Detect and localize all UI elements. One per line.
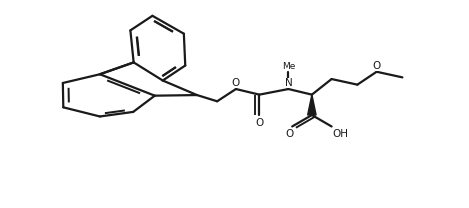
- Text: Me: Me: [282, 62, 295, 71]
- Text: O: O: [232, 78, 240, 88]
- Text: O: O: [286, 129, 294, 139]
- Text: O: O: [255, 118, 264, 128]
- Text: O: O: [372, 61, 381, 71]
- Polygon shape: [308, 95, 316, 115]
- Text: N: N: [285, 78, 292, 88]
- Text: OH: OH: [333, 129, 348, 139]
